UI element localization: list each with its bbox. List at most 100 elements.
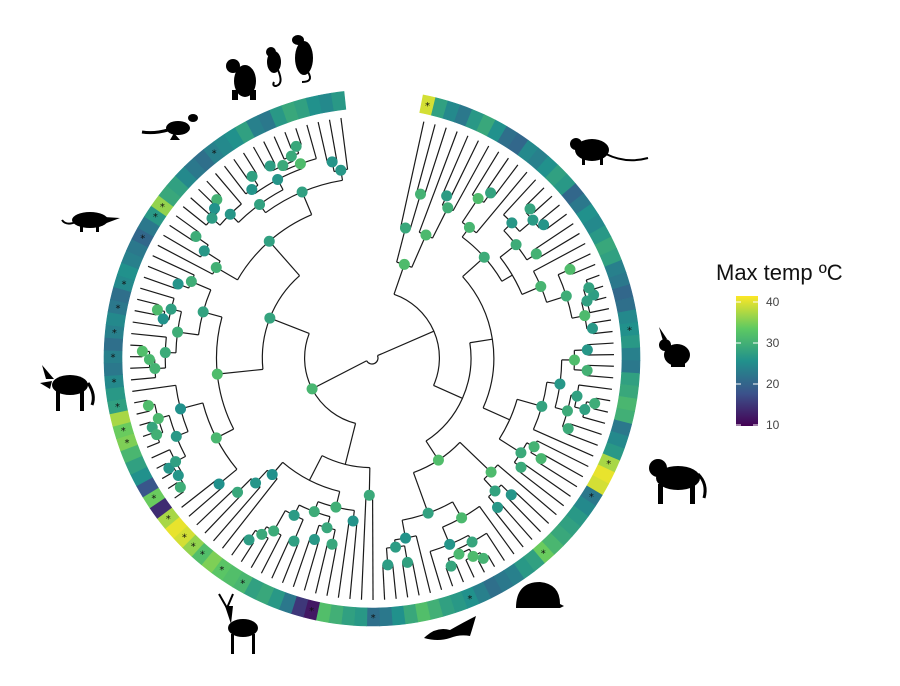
node-marker — [506, 217, 518, 229]
node-marker — [505, 489, 517, 501]
node-marker — [536, 400, 548, 412]
node-marker — [254, 198, 266, 210]
branch-line — [213, 486, 261, 542]
node-marker — [524, 203, 536, 215]
kangaroo-icon — [141, 114, 198, 140]
branch-line — [431, 207, 449, 239]
hedgehog-icon — [516, 582, 564, 608]
branch-line — [569, 423, 602, 436]
star-marker: * — [425, 101, 430, 112]
tip-cell — [105, 386, 126, 402]
node-marker — [151, 304, 163, 316]
node-marker — [165, 303, 177, 315]
node-marker — [288, 509, 300, 521]
branch-line — [130, 366, 150, 369]
branch-line — [134, 399, 148, 404]
branch-line — [269, 317, 310, 335]
node-marker — [246, 183, 258, 195]
branch-line — [308, 455, 323, 481]
branch-line — [181, 479, 217, 508]
branch-line — [224, 165, 247, 195]
branch-line — [411, 561, 420, 596]
branch-line — [328, 119, 338, 162]
branch-line — [594, 296, 607, 301]
node-marker — [581, 364, 593, 376]
branch-line — [174, 491, 184, 499]
tip-cell — [103, 362, 123, 377]
node-marker — [272, 174, 284, 186]
node-marker — [210, 432, 222, 444]
node-marker — [485, 187, 497, 199]
node-marker — [308, 534, 320, 546]
node-marker — [583, 282, 595, 294]
star-marker: * — [219, 565, 224, 576]
branch-arc — [282, 461, 340, 493]
node-marker — [157, 313, 169, 325]
branch-line — [263, 141, 276, 164]
branch-line — [132, 384, 176, 392]
branch-line — [526, 187, 545, 206]
legend-tick-20: 20 — [766, 377, 780, 391]
node-marker — [422, 507, 434, 519]
node-marker — [478, 251, 490, 263]
node-marker — [390, 541, 402, 553]
branch-line — [477, 560, 485, 573]
branch-line — [156, 462, 167, 469]
branch-line — [252, 146, 267, 169]
branch-line — [344, 423, 357, 465]
star-marker: * — [140, 233, 145, 244]
branch-line — [392, 564, 397, 599]
branch-line — [233, 158, 249, 180]
branch-line — [586, 375, 614, 379]
branch-line — [326, 544, 338, 596]
node-marker — [172, 278, 184, 290]
node-marker — [266, 469, 278, 481]
branch-line — [479, 506, 515, 555]
node-marker — [589, 398, 601, 410]
branch-line — [418, 131, 458, 233]
branch-line — [487, 555, 496, 567]
node-marker — [335, 164, 347, 176]
legend-colorbar — [736, 296, 758, 426]
node-marker — [527, 214, 539, 226]
branch-line — [494, 164, 519, 197]
branch-line — [567, 253, 591, 266]
node-marker — [174, 481, 186, 493]
branch-arc — [425, 342, 472, 442]
branch-line — [340, 117, 349, 170]
branch-line — [139, 421, 151, 426]
node-marker — [211, 368, 223, 380]
branch-line — [243, 152, 257, 174]
branch-line — [486, 157, 509, 191]
branch-line — [268, 240, 301, 277]
branch-line — [132, 321, 162, 328]
branch-line — [449, 140, 479, 198]
node-marker — [579, 310, 591, 322]
node-marker — [326, 156, 338, 168]
tip-cell — [353, 607, 368, 627]
node-marker — [210, 262, 222, 274]
branch-arc — [393, 293, 440, 386]
branch-line — [471, 151, 500, 196]
branch-line — [595, 397, 611, 402]
star-marker: * — [589, 492, 594, 503]
possum-icon — [266, 47, 282, 88]
node-marker — [560, 290, 572, 302]
branch-line — [539, 204, 560, 222]
node-marker — [136, 345, 148, 357]
node-marker — [414, 188, 426, 200]
branch-line — [482, 407, 510, 421]
node-marker — [268, 525, 280, 537]
opossum-icon — [292, 35, 313, 83]
branch-arc — [498, 399, 518, 440]
branch-line — [501, 274, 513, 282]
branch-line — [250, 537, 269, 569]
node-marker — [442, 202, 454, 214]
branch-line — [137, 298, 159, 306]
node-marker — [581, 295, 593, 307]
branch-line — [147, 265, 181, 280]
branch-line — [151, 449, 170, 459]
branch-arc — [462, 276, 495, 409]
branch-line — [306, 124, 317, 159]
